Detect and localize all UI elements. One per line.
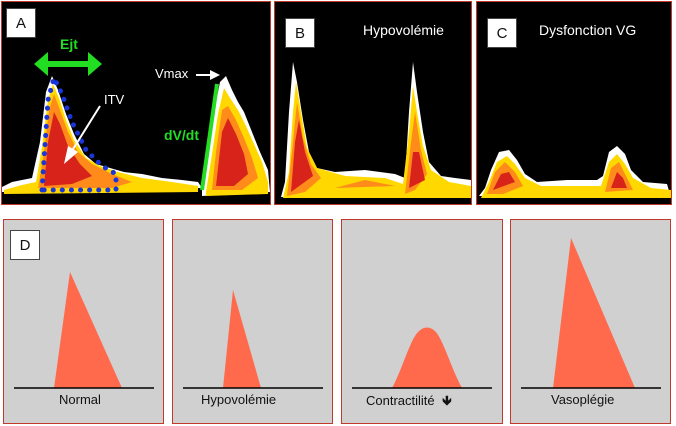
panel-a: A Ejt ITV Vmax dV/dt — [1, 1, 271, 205]
doppler-orange-beat-1 — [287, 102, 427, 196]
panel-d-contractilite: Contractilité 🡻 — [341, 219, 503, 424]
dvdt-slope-line — [200, 83, 219, 191]
down-arrow-icon: 🡻 — [442, 394, 452, 409]
vasoplegie-label: Vasoplégie — [551, 392, 615, 407]
hypovolemie-diagram — [183, 290, 323, 389]
vmax-label: Vmax — [155, 66, 189, 81]
dvdt-label: dV/dt — [164, 127, 199, 143]
itv-dotted-outline — [39, 71, 119, 193]
doppler-red-beat-1 — [291, 120, 425, 192]
panel-b-letter: B — [285, 18, 315, 48]
doppler-red — [493, 172, 627, 190]
vasoplegie-shape — [553, 238, 635, 388]
itv-arrow — [64, 105, 101, 164]
vmax-arrow — [196, 70, 220, 80]
panel-c-letter: C — [487, 18, 517, 48]
panel-d-vasoplegie: Vasoplégie — [510, 219, 671, 424]
vasoplegie-diagram — [521, 238, 661, 389]
normal-label: Normal — [59, 392, 101, 407]
contractilite-label: Contractilité 🡻 — [366, 392, 452, 414]
panel-d-hypovolemie: Hypovolémie — [172, 219, 333, 424]
itv-label: ITV — [104, 92, 125, 107]
contractilite-shape — [392, 327, 462, 388]
panel-b: B Hypovolémie — [274, 1, 472, 205]
panel-c-title: Dysfonction VG — [539, 22, 637, 38]
ejt-double-arrow — [34, 52, 102, 76]
panel-b-doppler — [281, 62, 471, 198]
doppler-red-beat-2 — [216, 118, 248, 186]
panel-a-letter: A — [6, 8, 36, 38]
hypovolemie-shape — [223, 290, 261, 388]
contractilite-diagram — [352, 327, 492, 389]
panel-b-title: Hypovolémie — [363, 22, 444, 38]
normal-diagram — [14, 272, 154, 389]
ejt-label: Ejt — [60, 36, 78, 52]
panel-c-doppler — [479, 146, 671, 198]
panel-d-letter: D — [10, 230, 40, 260]
doppler-orange — [487, 162, 633, 194]
normal-shape — [54, 272, 122, 388]
panel-d-normal: D Normal — [3, 219, 164, 424]
hypovolemie-label: Hypovolémie — [201, 392, 277, 407]
panel-c: C Dysfonction VG — [476, 1, 672, 205]
contractilite-text: Contractilité — [366, 393, 435, 408]
panel-a-doppler — [2, 52, 270, 196]
